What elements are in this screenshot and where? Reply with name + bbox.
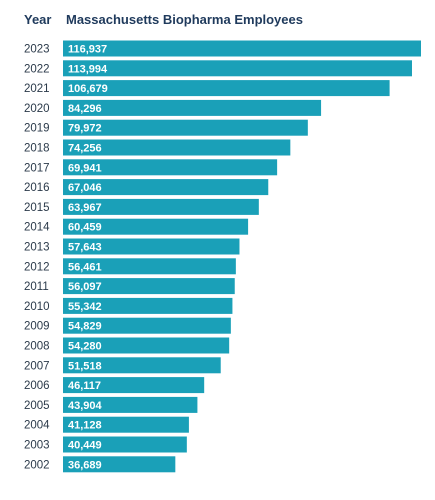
category-label-2022: 2022	[24, 63, 50, 75]
value-label-2014: 60,459	[68, 222, 102, 234]
bar-2015	[63, 198, 259, 215]
bar-2023	[63, 40, 421, 57]
category-label-2013: 2013	[24, 242, 50, 254]
value-label-2015: 63,967	[68, 202, 102, 214]
value-label-2012: 56,461	[68, 261, 102, 273]
bar-2017	[63, 159, 278, 176]
category-label-2003: 2003	[24, 440, 50, 452]
category-label-2008: 2008	[24, 341, 50, 353]
value-label-2019: 79,972	[68, 123, 102, 135]
column-header-series: Massachusetts Biopharma Employees	[66, 12, 303, 27]
value-label-2003: 40,449	[68, 440, 102, 452]
bar-2010	[63, 297, 233, 314]
bar-2011	[63, 278, 235, 295]
category-label-2016: 2016	[24, 182, 50, 194]
category-label-2004: 2004	[24, 420, 50, 432]
value-label-2016: 67,046	[68, 182, 102, 194]
value-label-2018: 74,256	[68, 143, 102, 155]
value-label-2002: 36,689	[68, 459, 102, 471]
category-label-2014: 2014	[24, 222, 50, 234]
value-label-2008: 54,280	[68, 341, 102, 353]
bar-2012	[63, 258, 236, 275]
category-label-2023: 2023	[24, 44, 50, 56]
category-label-2020: 2020	[24, 103, 50, 115]
bar-2002	[63, 456, 176, 473]
bar-2020	[63, 99, 322, 116]
bar-2018	[63, 139, 291, 156]
bar-2021	[63, 80, 390, 97]
value-label-2013: 57,643	[68, 242, 102, 254]
category-label-2006: 2006	[24, 380, 50, 392]
bar-2022	[63, 60, 412, 77]
value-label-2010: 55,342	[68, 301, 102, 313]
category-label-2010: 2010	[24, 301, 50, 313]
value-label-2006: 46,117	[68, 380, 101, 392]
value-label-2022: 113,994	[68, 63, 108, 75]
bar-2019	[63, 119, 308, 136]
category-label-2007: 2007	[24, 360, 50, 372]
bar-2005	[63, 396, 198, 413]
value-label-2011: 56,097	[68, 281, 102, 293]
value-label-2009: 54,829	[68, 321, 102, 333]
value-label-2023: 116,937	[68, 44, 107, 56]
bar-2003	[63, 436, 187, 453]
value-label-2007: 51,518	[68, 360, 102, 372]
column-header-year: Year	[24, 12, 52, 27]
category-label-2021: 2021	[24, 83, 50, 95]
category-label-2015: 2015	[24, 202, 50, 214]
category-label-2017: 2017	[24, 162, 50, 174]
bar-2007	[63, 357, 221, 374]
category-label-2018: 2018	[24, 143, 50, 155]
value-label-2004: 41,128	[68, 420, 102, 432]
category-label-2012: 2012	[24, 261, 50, 273]
category-label-2011: 2011	[24, 281, 49, 293]
bar-2014	[63, 218, 249, 235]
value-label-2021: 106,679	[68, 83, 108, 95]
category-label-2005: 2005	[24, 400, 50, 412]
category-label-2002: 2002	[24, 459, 50, 471]
bar-2008	[63, 337, 230, 354]
bar-2009	[63, 317, 231, 334]
value-label-2017: 69,941	[68, 162, 102, 174]
bar-2013	[63, 238, 240, 255]
category-label-2019: 2019	[24, 123, 50, 135]
bar-2004	[63, 416, 189, 433]
value-label-2005: 43,904	[68, 400, 103, 412]
value-label-2020: 84,296	[68, 103, 102, 115]
bar-2016	[63, 179, 269, 196]
bar-2006	[63, 377, 205, 394]
category-label-2009: 2009	[24, 321, 50, 333]
